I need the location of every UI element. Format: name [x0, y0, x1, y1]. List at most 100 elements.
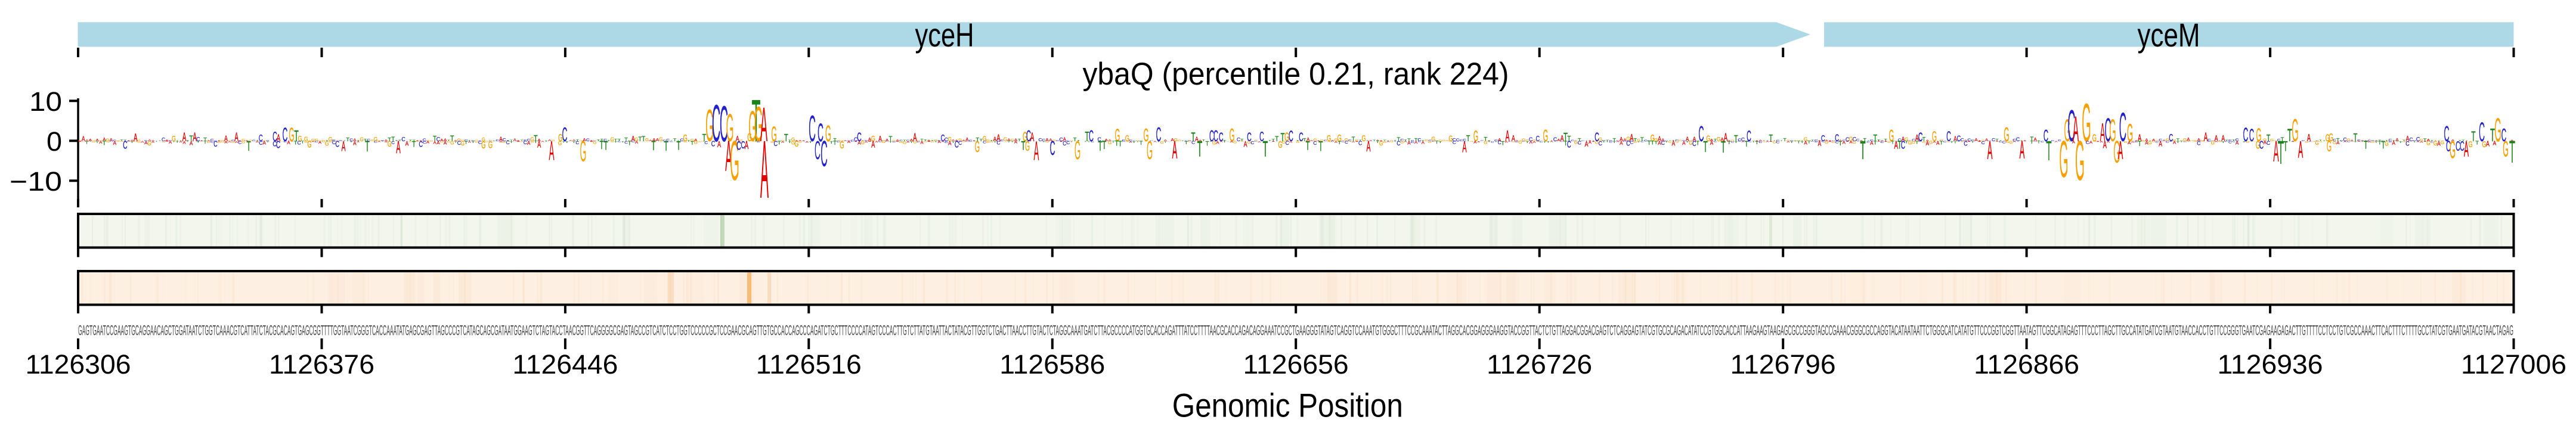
svg-text:A: A — [499, 136, 503, 143]
svg-text:T: T — [788, 141, 792, 144]
svg-text:T: T — [597, 139, 600, 142]
svg-text:A: A — [1693, 136, 1696, 143]
svg-text:C: C — [503, 137, 507, 142]
svg-text:G: G — [2152, 141, 2156, 143]
svg-text:T: T — [1905, 140, 1909, 144]
svg-text:A: A — [444, 138, 447, 142]
svg-text:A: A — [1532, 141, 1536, 144]
svg-text:A: A — [2298, 136, 2303, 163]
svg-text:T: T — [1422, 140, 1425, 142]
svg-text:A: A — [2097, 141, 2100, 142]
svg-text:C: C — [2169, 132, 2173, 144]
svg-text:A: A — [1515, 140, 1518, 142]
svg-text:−10: −10 — [10, 166, 62, 197]
svg-text:G: G — [1525, 139, 1529, 142]
svg-text:G: G — [106, 138, 110, 142]
svg-text:T: T — [924, 139, 927, 142]
svg-text:T: T — [1734, 133, 1738, 143]
svg-text:G: G — [1327, 133, 1331, 144]
svg-text:C: C — [1835, 132, 1839, 143]
svg-text:A: A — [1335, 141, 1338, 144]
svg-text:A: A — [1894, 139, 1898, 151]
svg-text:C: C — [210, 141, 214, 144]
svg-text:T: T — [454, 141, 457, 144]
svg-text:T: T — [1404, 139, 1407, 142]
svg-text:C: C — [1776, 139, 1780, 142]
svg-text:C: C — [110, 141, 113, 142]
svg-text:G: G — [1115, 125, 1120, 145]
svg-text:G: G — [388, 141, 392, 149]
svg-text:G: G — [1599, 136, 1602, 142]
svg-text:A: A — [1369, 140, 1372, 142]
svg-text:T: T — [651, 138, 655, 153]
svg-text:G: G — [1706, 134, 1710, 143]
svg-text:C: C — [586, 138, 590, 142]
svg-text:G: G — [1147, 136, 1153, 165]
svg-text:C: C — [1866, 141, 1870, 143]
svg-text:T: T — [1567, 135, 1571, 143]
svg-text:T: T — [1118, 141, 1122, 148]
svg-text:A: A — [2159, 140, 2162, 148]
svg-text:A: A — [1171, 137, 1174, 142]
svg-text:G: G — [329, 136, 333, 142]
svg-text:T: T — [2395, 141, 2398, 143]
svg-text:T: T — [565, 141, 569, 144]
svg-text:T: T — [2323, 140, 2326, 141]
svg-text:C: C — [757, 141, 760, 143]
svg-text:A: A — [110, 137, 113, 142]
svg-text:C: C — [214, 141, 218, 142]
svg-text:C: C — [965, 141, 969, 142]
svg-text:C: C — [704, 140, 708, 145]
svg-text:C: C — [603, 139, 607, 142]
svg-text:G: G — [531, 141, 534, 144]
svg-text:T: T — [1807, 140, 1811, 144]
svg-text:A: A — [1592, 141, 1595, 142]
svg-text:A: A — [2464, 136, 2469, 161]
svg-text:C: C — [1574, 140, 1577, 141]
svg-text:A: A — [165, 139, 169, 142]
svg-text:A: A — [182, 140, 185, 145]
svg-text:G: G — [1438, 139, 1442, 142]
svg-text:C: C — [213, 141, 218, 149]
svg-text:A: A — [868, 136, 872, 142]
svg-text:G: G — [701, 141, 705, 142]
svg-text:C: C — [1943, 141, 1947, 143]
svg-text:T: T — [123, 139, 127, 142]
svg-text:C: C — [1185, 140, 1188, 141]
svg-text:C: C — [1822, 141, 1825, 143]
svg-text:G: G — [990, 141, 994, 143]
svg-text:C: C — [1561, 141, 1564, 142]
svg-text:C: C — [1286, 140, 1290, 146]
svg-text:A: A — [1849, 141, 1853, 144]
svg-text:A: A — [1505, 141, 1509, 144]
svg-text:T: T — [1018, 138, 1021, 142]
svg-text:G: G — [558, 132, 562, 144]
svg-text:A: A — [193, 130, 197, 144]
svg-text:T: T — [1891, 140, 1894, 145]
svg-text:C: C — [1219, 130, 1224, 144]
svg-text:G: G — [871, 135, 875, 143]
svg-text:A: A — [1109, 139, 1112, 142]
svg-text:T: T — [670, 141, 673, 142]
svg-text:C: C — [1856, 139, 1860, 142]
svg-text:T: T — [1337, 140, 1341, 145]
svg-text:C: C — [283, 125, 288, 146]
svg-text:G: G — [917, 140, 920, 142]
svg-text:T: T — [197, 141, 200, 144]
svg-text:G: G — [794, 141, 798, 149]
svg-text:A: A — [537, 139, 541, 150]
svg-text:T: T — [691, 140, 694, 145]
svg-text:G: G — [1070, 141, 1073, 142]
svg-text:T: T — [751, 88, 760, 154]
svg-text:C: C — [1132, 141, 1136, 142]
svg-text:G: G — [221, 140, 224, 142]
svg-text:T: T — [2281, 136, 2284, 143]
svg-text:G: G — [475, 140, 478, 142]
svg-text:T: T — [2176, 138, 2180, 142]
svg-text:C: C — [1331, 141, 1335, 142]
svg-text:C: C — [2166, 141, 2169, 144]
svg-text:T: T — [433, 135, 436, 143]
svg-text:A: A — [1978, 140, 1981, 141]
svg-text:A: A — [500, 141, 503, 143]
svg-text:G: G — [329, 141, 332, 144]
